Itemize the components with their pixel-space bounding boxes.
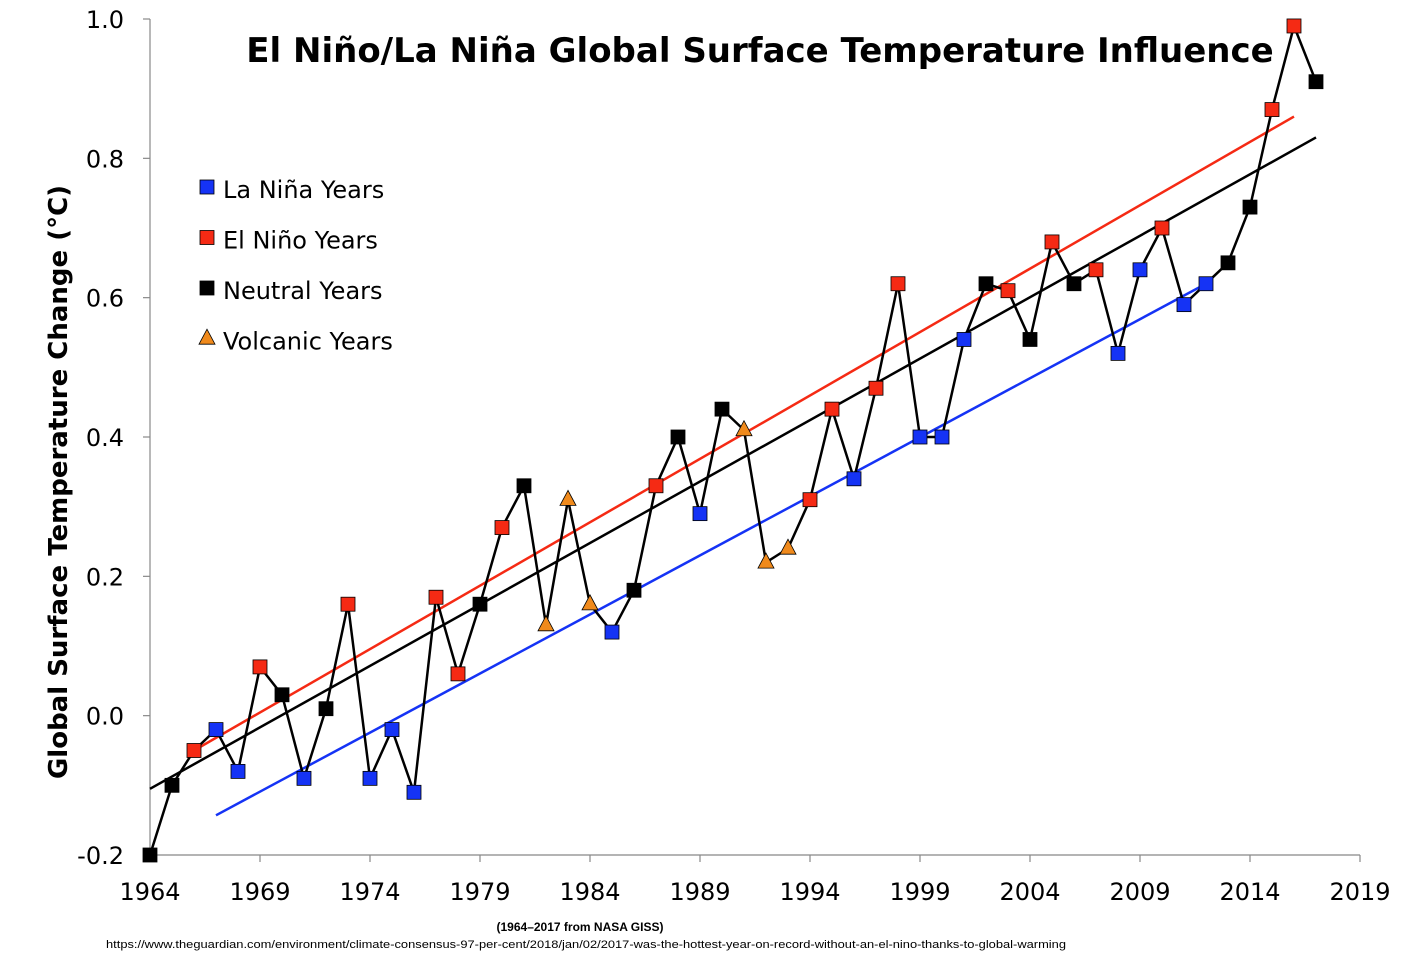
data-point [648, 478, 664, 494]
data-line [148, 24, 1318, 856]
x-tick-label: 1994 [779, 878, 840, 906]
x-tick-label: 1989 [669, 878, 730, 906]
data-point [318, 701, 334, 717]
data-point [1286, 18, 1302, 34]
y-tick-label: -0.2 [77, 842, 124, 870]
data-point [1022, 332, 1038, 347]
data-point [626, 582, 642, 598]
x-tick-label: 1964 [119, 878, 180, 906]
x-tick-label: 1974 [339, 878, 400, 906]
y-tick-label: 0.2 [86, 563, 124, 591]
data-point [757, 552, 775, 569]
data-point [537, 614, 555, 632]
y-tick-label: 0.4 [86, 424, 124, 452]
data-point [868, 380, 884, 396]
legend-label: El Niño Years [223, 227, 378, 255]
data-point [450, 666, 466, 682]
data-point [1154, 220, 1170, 236]
data-point [1264, 102, 1280, 117]
legend-label: La Niña Years [223, 176, 384, 204]
data-point [604, 624, 620, 640]
data-point [559, 489, 577, 506]
data-point [1176, 297, 1192, 313]
data-point [802, 492, 818, 508]
source-url: https://www.theguardian.com/environment/… [106, 939, 1066, 951]
data-point [978, 276, 994, 292]
data-point [1220, 255, 1236, 271]
axes [143, 18, 1361, 862]
data-point [912, 429, 928, 445]
data-point [1110, 345, 1126, 361]
data-point [142, 847, 158, 863]
trendline [149, 136, 1317, 790]
legend: La Niña Years El Niño Years Neutral Years V… [198, 176, 393, 356]
data-point [714, 401, 730, 417]
legend-marker [199, 280, 215, 296]
x-tick-label: 2019 [1329, 878, 1390, 906]
data-point [494, 520, 510, 535]
data-point [340, 596, 356, 612]
data-point [274, 687, 290, 703]
y-tick-label: 1.0 [86, 6, 124, 34]
x-tick-label: 2009 [1109, 878, 1170, 906]
data-point [581, 594, 599, 611]
data-point [779, 538, 797, 555]
legend-label: Volcanic Years [223, 328, 393, 356]
data-point [956, 332, 972, 347]
x-tick-label: 2014 [1219, 878, 1280, 906]
data-point [1066, 276, 1082, 292]
data-point [1000, 283, 1016, 299]
data-point [384, 722, 400, 737]
trendline [215, 282, 1207, 817]
data-point [186, 743, 202, 758]
data-point [1242, 199, 1258, 215]
data-point [230, 764, 246, 779]
data-point [296, 770, 312, 786]
data-point [1308, 74, 1324, 90]
y-tick-label: 0.0 [86, 703, 124, 731]
x-tick-label: 1979 [449, 878, 510, 906]
legend-marker [199, 179, 215, 195]
data-point [934, 429, 950, 445]
data-point [1044, 234, 1060, 250]
data-point [208, 722, 224, 737]
x-tick-label: 1969 [229, 878, 290, 906]
series-line [148, 24, 1318, 856]
x-tick-label: 1984 [559, 878, 620, 906]
legend-marker [199, 230, 215, 245]
data-point [824, 401, 840, 417]
data-point [1198, 276, 1214, 292]
data-point [1088, 262, 1104, 278]
chart-title: El Niño/La Niña Global Surface Temperatu… [246, 31, 1273, 71]
data-point [735, 419, 753, 437]
data-point [890, 276, 906, 292]
legend-label: Neutral Years [223, 277, 383, 305]
y-axis-label: Global Surface Temperature Change (°C) [44, 185, 74, 779]
data-point [252, 659, 268, 675]
data-point [516, 478, 532, 494]
data-point [428, 589, 444, 605]
data-point [692, 506, 708, 522]
data-point [1132, 262, 1148, 278]
data-point [362, 770, 378, 786]
data-point [670, 429, 686, 445]
legend-marker [198, 328, 216, 345]
data-markers [142, 18, 1324, 863]
x-tick-label: 1999 [889, 878, 950, 906]
tick-labels: -0.2 0.0 0.2 0.4 0.6 0.8 1.0 1964 1969 1974 1979 19… [77, 6, 1390, 906]
data-point [846, 471, 862, 487]
data-point [164, 777, 180, 793]
source-note: (1964–2017 from NASA GISS) [497, 920, 664, 934]
x-tick-label: 2004 [999, 878, 1060, 906]
y-tick-label: 0.8 [86, 145, 124, 173]
data-point [472, 596, 488, 612]
data-point [406, 784, 422, 800]
y-tick-label: 0.6 [86, 285, 124, 313]
